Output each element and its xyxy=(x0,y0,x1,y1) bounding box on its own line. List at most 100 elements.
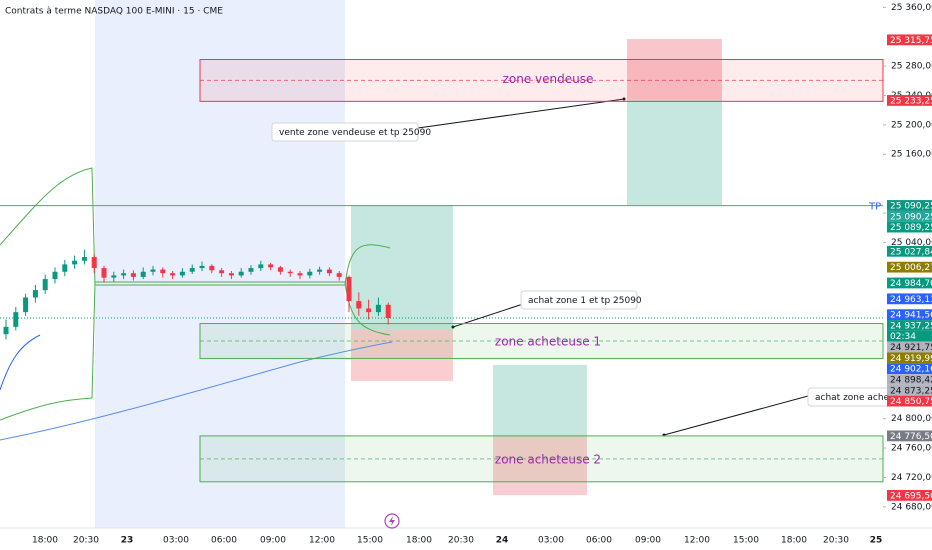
candle-body xyxy=(307,271,313,276)
price-badge-label: 24 921,75 xyxy=(890,343,932,353)
price-badge xyxy=(887,210,932,222)
short-target xyxy=(627,99,722,205)
countdown: 02:34 xyxy=(890,332,916,342)
candle-body xyxy=(277,267,283,272)
price-badge-label: 25 090,25 xyxy=(890,201,932,211)
price-badge xyxy=(887,363,932,375)
candle-body xyxy=(297,273,303,276)
x-tick-label: 20:30 xyxy=(448,536,474,546)
candle-body xyxy=(111,275,117,278)
x-tick-label: 18:00 xyxy=(406,536,432,546)
candle-body xyxy=(346,276,352,302)
x-tick-label: 24 xyxy=(496,536,509,546)
candle-body xyxy=(219,270,225,274)
y-tick-label: 24 800,00 xyxy=(891,414,932,424)
candle-body xyxy=(150,269,156,272)
long2-target xyxy=(493,365,587,436)
price-badge xyxy=(887,245,932,257)
long-stop xyxy=(351,330,453,381)
x-tick-label: 12:00 xyxy=(309,536,335,546)
price-badge-label: 25 090,25 xyxy=(890,212,932,222)
leader xyxy=(417,98,625,129)
price-badge-label: 24 695,50 xyxy=(890,491,932,501)
x-tick-label: 15:00 xyxy=(733,536,759,546)
candle-body xyxy=(52,271,58,280)
candle-body xyxy=(228,273,234,276)
candle-body xyxy=(258,264,264,269)
price-axis xyxy=(883,0,932,550)
upper-band xyxy=(0,167,391,286)
price-badge-label: 24 963,13 xyxy=(890,295,932,305)
candle-body xyxy=(179,271,185,276)
candle-body xyxy=(13,312,19,327)
candle-body xyxy=(317,269,323,272)
short-stop xyxy=(627,39,722,99)
price-badge-label: 24 776,50 xyxy=(890,432,932,442)
annotation: achat zone 1 et tp 25090 xyxy=(528,296,642,306)
zone-label: zone acheteuse 1 xyxy=(495,334,601,348)
candle-body xyxy=(140,271,146,277)
y-tick-label: 24 760,00 xyxy=(891,444,932,454)
zone-label: zone acheteuse 2 xyxy=(495,452,601,466)
candle-body xyxy=(366,308,372,313)
y-tick-label: 24 720,00 xyxy=(891,473,932,483)
y-tick-label: 24 680,00 xyxy=(891,502,932,512)
annotation: vente zone vendeuse et tp 25090 xyxy=(279,128,431,138)
price-badge-label: 24 941,56 xyxy=(890,311,932,321)
price-badge xyxy=(887,374,932,385)
candle-body xyxy=(170,273,176,276)
event-bolt xyxy=(389,516,395,526)
positions xyxy=(351,39,722,495)
indicators xyxy=(0,167,393,441)
price-badge xyxy=(887,293,932,305)
price-badge xyxy=(887,395,932,407)
candle-body xyxy=(130,273,136,277)
price-badge-label: 24 873,25 xyxy=(890,386,932,396)
price-badge xyxy=(887,384,932,396)
price-badge xyxy=(887,261,932,273)
x-tick-label: 06:00 xyxy=(586,536,612,546)
vwap xyxy=(0,341,393,441)
price-badge-label: 25 315,75 xyxy=(890,36,932,46)
candle-body xyxy=(72,260,78,265)
candle-body xyxy=(199,265,205,269)
candle-body xyxy=(81,257,87,261)
price-badge-label: 25 089,25 xyxy=(890,223,932,233)
price-badge xyxy=(887,341,932,353)
long2-stop xyxy=(493,436,587,495)
y-tick-label: 25 280,00 xyxy=(891,62,932,72)
x-tick-label: 23 xyxy=(121,536,134,546)
candle-body xyxy=(375,304,381,313)
candle-body xyxy=(336,273,342,277)
countdown-badge xyxy=(887,330,932,342)
event-icon[interactable] xyxy=(384,513,400,529)
chart-title: Contrats à terme NASDAQ 100 E-MINI · 15 … xyxy=(5,7,223,17)
candle-body xyxy=(3,326,9,335)
price-badge-label: 24 850,75 xyxy=(890,397,932,407)
ma xyxy=(0,334,41,391)
candle-body xyxy=(101,268,107,278)
candle-body xyxy=(91,257,97,269)
x-tick-label: 09:00 xyxy=(635,536,661,546)
candle-body xyxy=(385,304,391,319)
candle-body xyxy=(62,264,68,272)
candle-body xyxy=(189,268,195,272)
candle-body xyxy=(121,273,127,276)
x-tick-label: 25 xyxy=(870,536,883,546)
leader-dot xyxy=(451,325,455,329)
x-tick-label: 09:00 xyxy=(260,536,286,546)
session-shade xyxy=(95,0,345,528)
candle-body xyxy=(160,269,166,274)
x-tick-label: 20:30 xyxy=(73,536,99,546)
price-badge xyxy=(887,352,932,364)
candle-body xyxy=(287,271,293,274)
price-badge-label: 24 902,16 xyxy=(890,365,932,375)
zone-label: zone vendeuse xyxy=(503,72,594,86)
x-tick-label: 03:00 xyxy=(163,536,189,546)
price-badge xyxy=(887,200,932,211)
price-badge-label: 25 027,84 xyxy=(890,247,932,257)
price-badge-label: 25 233,25 xyxy=(890,96,932,106)
price-badge xyxy=(887,34,932,46)
price-badge-label: 24 984,70 xyxy=(890,279,932,289)
